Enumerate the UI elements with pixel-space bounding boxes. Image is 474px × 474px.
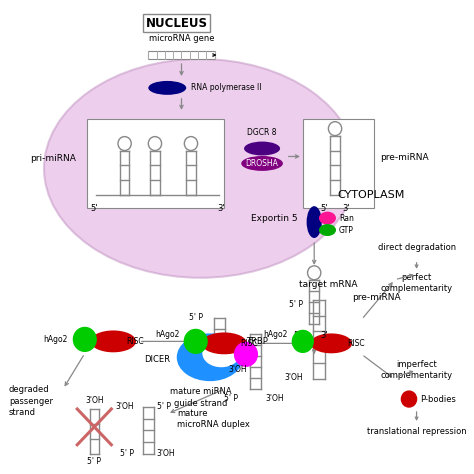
Text: 3'OH: 3'OH: [284, 373, 303, 382]
Circle shape: [118, 137, 131, 151]
Text: 5' P: 5' P: [87, 457, 101, 465]
Text: 5' P: 5' P: [157, 402, 171, 411]
Text: 3': 3': [343, 204, 350, 213]
Text: complementarity: complementarity: [381, 371, 453, 380]
Ellipse shape: [44, 59, 357, 278]
Ellipse shape: [307, 206, 322, 238]
Text: 3': 3': [218, 204, 225, 213]
Ellipse shape: [310, 333, 352, 353]
Circle shape: [184, 137, 198, 151]
Text: pri-miRNA: pri-miRNA: [31, 154, 76, 163]
Circle shape: [401, 391, 417, 407]
Bar: [303, 118, 374, 208]
Text: hAgo2: hAgo2: [155, 330, 180, 339]
Circle shape: [235, 342, 257, 366]
Text: strand: strand: [9, 409, 36, 418]
Circle shape: [292, 330, 313, 352]
Ellipse shape: [148, 81, 186, 95]
Ellipse shape: [177, 333, 243, 381]
Text: 3'OH: 3'OH: [85, 396, 104, 405]
Text: passenger: passenger: [9, 397, 53, 406]
Circle shape: [328, 122, 342, 136]
Text: target mRNA: target mRNA: [299, 280, 358, 289]
Text: pre-miRNA: pre-miRNA: [352, 293, 401, 302]
Ellipse shape: [91, 330, 136, 352]
Bar: [148, 51, 215, 59]
Text: 5': 5': [91, 204, 98, 213]
Ellipse shape: [319, 212, 336, 225]
Text: RISC: RISC: [127, 337, 144, 346]
Text: DGCR 8: DGCR 8: [247, 128, 277, 137]
Text: Ran: Ran: [339, 214, 354, 223]
Text: mature: mature: [177, 410, 207, 419]
Text: perfect: perfect: [401, 273, 432, 282]
Text: pre-miRNA: pre-miRNA: [381, 153, 429, 162]
Text: translational repression: translational repression: [367, 428, 466, 437]
Text: DICER: DICER: [144, 355, 170, 364]
Ellipse shape: [319, 224, 336, 236]
Circle shape: [308, 266, 321, 280]
Text: GTP: GTP: [339, 226, 354, 235]
Text: 5' P: 5' P: [120, 449, 134, 458]
Text: RNA polymerase II: RNA polymerase II: [191, 83, 262, 92]
Text: 3'OH: 3'OH: [265, 394, 283, 403]
Text: guide strand: guide strand: [174, 399, 227, 408]
Text: hAgo2: hAgo2: [43, 335, 68, 344]
Ellipse shape: [241, 156, 283, 171]
Bar: [87, 118, 224, 208]
Text: 3'OH: 3'OH: [157, 449, 175, 458]
Text: microRNA gene: microRNA gene: [149, 34, 214, 43]
Text: 5' P: 5' P: [189, 313, 203, 322]
Text: microRNA duplex: microRNA duplex: [177, 420, 250, 429]
Text: Exportin 5: Exportin 5: [251, 214, 298, 223]
Text: mature miRNA: mature miRNA: [170, 387, 231, 396]
Text: 3'OH: 3'OH: [116, 402, 134, 411]
Circle shape: [148, 137, 162, 151]
Ellipse shape: [244, 142, 280, 155]
Text: DROSHA: DROSHA: [246, 159, 279, 168]
Text: NUCLEUS: NUCLEUS: [146, 17, 208, 30]
Text: complementarity: complementarity: [381, 284, 453, 293]
Text: 5': 5': [293, 331, 301, 340]
Text: 3': 3': [320, 331, 328, 340]
Text: hAgo2: hAgo2: [263, 330, 288, 339]
Circle shape: [184, 329, 207, 353]
Circle shape: [73, 328, 96, 351]
Text: CYTOPLASM: CYTOPLASM: [337, 190, 405, 200]
Text: degraded: degraded: [9, 384, 50, 393]
Text: P-bodies: P-bodies: [420, 394, 456, 403]
Ellipse shape: [202, 339, 240, 367]
Text: direct degradation: direct degradation: [377, 244, 456, 253]
Text: 5' P: 5' P: [224, 394, 238, 403]
Text: 5' P: 5' P: [289, 300, 303, 309]
Text: RISC: RISC: [347, 339, 365, 348]
Text: imperfect: imperfect: [396, 360, 437, 369]
Text: TRBP: TRBP: [246, 337, 268, 346]
Text: RISC: RISC: [240, 339, 258, 348]
Text: 5': 5': [320, 204, 328, 213]
Ellipse shape: [201, 332, 247, 354]
Text: 3'OH: 3'OH: [229, 365, 247, 374]
